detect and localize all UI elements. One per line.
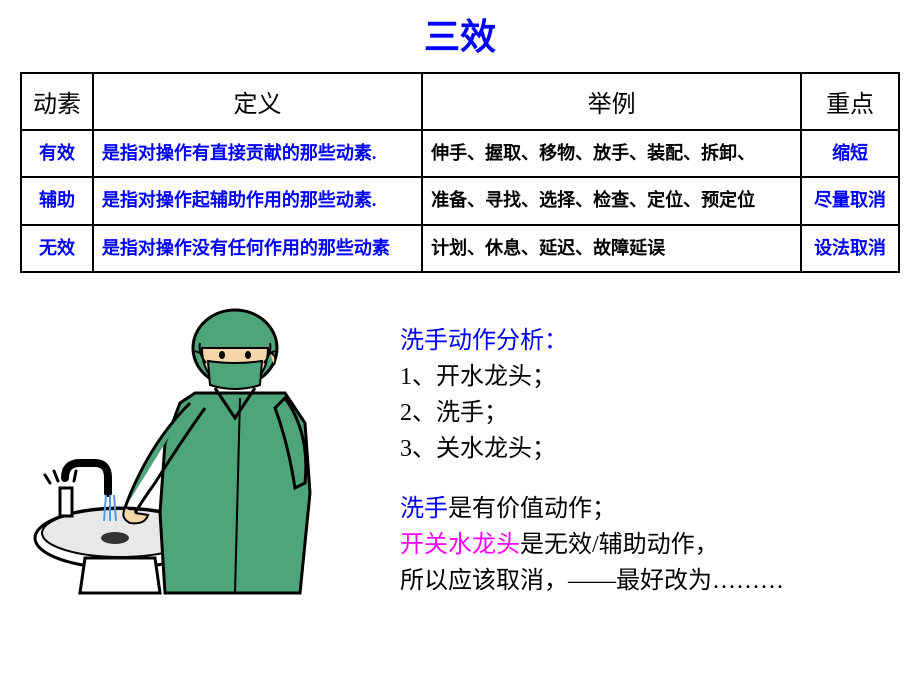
bottom-section: 洗手动作分析： 1、开水龙头； 2、洗手； 3、关水龙头； 洗手是有价值动作； … bbox=[0, 293, 920, 603]
value-line: 洗手是有价值动作； bbox=[400, 491, 784, 527]
value-rest: 是有价值动作； bbox=[448, 496, 616, 522]
analysis-text: 洗手动作分析： 1、开水龙头； 2、洗手； 3、关水龙头； 洗手是有价值动作； … bbox=[380, 293, 784, 603]
cell-element: 无效 bbox=[39, 238, 75, 258]
cell-element: 辅助 bbox=[39, 190, 75, 210]
analysis-title: 洗手动作分析： bbox=[400, 323, 784, 359]
invalid-action-span: 开关水龙头 bbox=[400, 532, 520, 558]
cell-example: 伸手、握取、移物、放手、装配、拆卸、 bbox=[431, 143, 755, 163]
cell-element: 有效 bbox=[39, 143, 75, 163]
cell-definition: 是指对操作没有任何作用的那些动素 bbox=[102, 238, 390, 258]
value-action-span: 洗手 bbox=[400, 496, 448, 522]
cell-focus: 尽量取消 bbox=[814, 190, 886, 210]
header-element: 动素 bbox=[21, 73, 93, 130]
page-title: 三效 bbox=[0, 0, 920, 72]
header-definition: 定义 bbox=[93, 73, 422, 130]
cell-example: 准备、寻找、选择、检查、定位、预定位 bbox=[431, 190, 755, 210]
cell-focus: 设法取消 bbox=[814, 238, 886, 258]
analysis-step: 1、开水龙头； bbox=[400, 359, 784, 395]
conclusion-line: 所以应该取消，——最好改为……… bbox=[400, 563, 784, 599]
header-example: 举例 bbox=[422, 73, 801, 130]
cell-definition: 是指对操作起辅助作用的那些动素. bbox=[102, 190, 377, 210]
invalid-rest: 是无效/辅助动作， bbox=[520, 532, 719, 558]
invalid-line: 开关水龙头是无效/辅助动作， bbox=[400, 527, 784, 563]
cell-focus: 缩短 bbox=[832, 143, 868, 163]
cell-definition: 是指对操作有直接贡献的那些动素. bbox=[102, 143, 377, 163]
header-focus: 重点 bbox=[801, 73, 899, 130]
three-effects-table: 动素 定义 举例 重点 有效 是指对操作有直接贡献的那些动素. 伸手、握取、移物… bbox=[20, 72, 900, 273]
table-row: 辅助 是指对操作起辅助作用的那些动素. 准备、寻找、选择、检查、定位、预定位 尽… bbox=[21, 177, 899, 224]
surgeon-illustration bbox=[30, 293, 380, 603]
table-header-row: 动素 定义 举例 重点 bbox=[21, 73, 899, 130]
table-row: 无效 是指对操作没有任何作用的那些动素 计划、休息、延迟、故障延误 设法取消 bbox=[21, 225, 899, 272]
table-row: 有效 是指对操作有直接贡献的那些动素. 伸手、握取、移物、放手、装配、拆卸、 缩… bbox=[21, 130, 899, 177]
cell-example: 计划、休息、延迟、故障延误 bbox=[431, 238, 665, 258]
surgeon-svg bbox=[30, 293, 380, 603]
analysis-step: 3、关水龙头； bbox=[400, 431, 784, 467]
analysis-step: 2、洗手； bbox=[400, 395, 784, 431]
